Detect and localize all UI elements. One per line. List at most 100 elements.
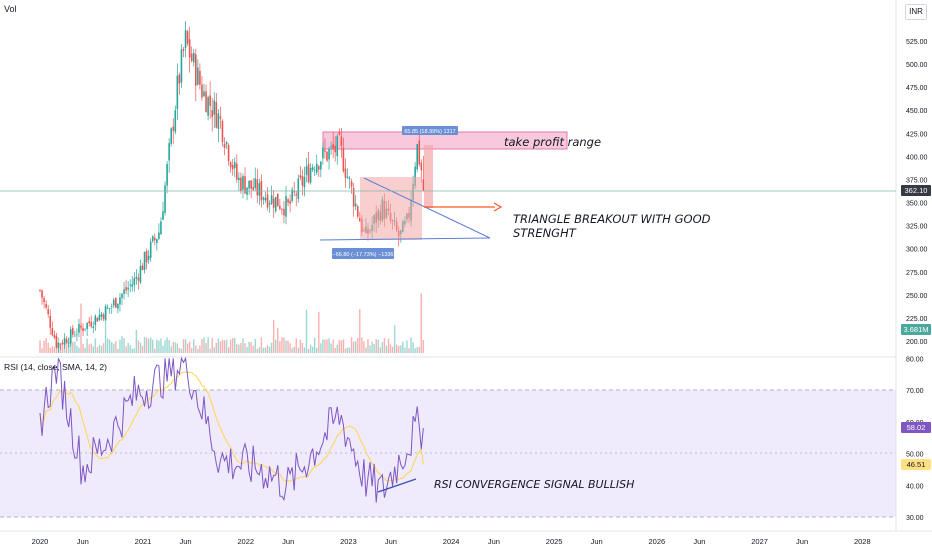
time-tick-label: 2022: [237, 537, 254, 546]
rsi-line: [39, 356, 424, 503]
volume-bar: [180, 348, 183, 353]
volume-bar: [346, 347, 349, 353]
currency-button[interactable]: INR: [905, 4, 927, 20]
measure-up-box[interactable]: [424, 145, 433, 208]
volume-bar: [74, 341, 76, 353]
price-tick-label: 525.00: [906, 39, 928, 46]
volume-bar: [324, 339, 326, 353]
time-tick-label: 2026: [649, 537, 666, 546]
volume-bar: [254, 338, 256, 353]
volume-bar: [379, 347, 381, 353]
candle-body: [262, 197, 265, 200]
volume-bar: [348, 347, 351, 353]
candle-body: [201, 84, 203, 98]
volume-bar: [234, 337, 236, 353]
candle-body: [342, 147, 345, 172]
measure-up-label-bg: [402, 126, 458, 135]
candle-body: [281, 209, 283, 210]
candle-body: [186, 31, 189, 44]
triangle-lower-trendline[interactable]: [319, 237, 491, 241]
volume-bar: [328, 338, 330, 353]
volume-label: Vol: [4, 4, 17, 14]
rsi-signal-annotation[interactable]: RSI CONVERGENCE SIGNAL BULLISH: [434, 478, 635, 491]
candle-body: [82, 328, 84, 331]
breakout-arrowhead: [493, 202, 503, 212]
volume-bar: [285, 340, 287, 353]
candle-body: [92, 326, 95, 328]
volume-bar: [170, 346, 172, 353]
volume-bar: [166, 337, 168, 353]
time-tick-label: Jun: [591, 537, 603, 546]
volume-bar: [404, 347, 406, 353]
volume-bar: [309, 344, 312, 353]
volume-bar: [246, 346, 248, 353]
candle-body: [268, 203, 271, 205]
volume-bar: [51, 346, 53, 353]
volume-bar: [352, 341, 355, 353]
candle-body: [322, 147, 324, 159]
volume-bar: [195, 345, 197, 353]
candle-body: [123, 289, 125, 294]
price-tick-label: 325.00: [906, 224, 928, 231]
volume-bar: [39, 340, 41, 353]
rsi-indicator-title[interactable]: RSI (14, close, SMA, 14, 2): [4, 362, 107, 372]
volume-bar: [359, 309, 361, 353]
volume-bar: [168, 340, 170, 353]
price-tick-label: 425.00: [906, 131, 928, 138]
volume-bar: [365, 347, 367, 353]
candle-body: [277, 193, 279, 207]
volume-bar: [160, 338, 162, 353]
candle-body: [133, 278, 136, 285]
candle-body: [43, 298, 45, 303]
price-tick-label: 225.00: [906, 316, 928, 323]
volume-bar: [88, 344, 90, 353]
volume-bar: [90, 343, 92, 353]
candle-body: [233, 161, 236, 168]
candle-body: [192, 52, 195, 63]
breakout-annotation-line1[interactable]: TRIANGLE BREAKOUT WITH GOOD: [513, 212, 711, 226]
volume-bar: [203, 337, 205, 353]
volume-bar: [129, 344, 131, 353]
volume-bar: [70, 341, 72, 353]
time-tick-label: 2024: [443, 537, 460, 546]
candle-body: [258, 183, 261, 196]
candle-body: [110, 306, 113, 307]
breakout-annotation-line2[interactable]: STRENGHT: [513, 226, 576, 240]
volume-bar: [248, 341, 250, 353]
candle-body: [178, 74, 181, 84]
candle-body: [420, 162, 423, 171]
volume-bar: [131, 348, 133, 353]
volume-bar: [211, 338, 213, 353]
candle-body: [137, 277, 140, 281]
candle-body: [102, 314, 105, 319]
candle-body: [94, 315, 97, 325]
price-tick-label: 450.00: [906, 108, 928, 115]
candle-body: [418, 140, 421, 165]
rsi-tick-label: 80.00: [906, 356, 924, 363]
volume-bar: [330, 343, 332, 353]
candle-body: [156, 239, 158, 244]
measure-down-box[interactable]: [360, 177, 422, 240]
volume-bar: [422, 340, 425, 353]
candle-body: [162, 211, 164, 220]
rsi-band-fill: [0, 390, 896, 517]
volume-bar: [332, 339, 334, 353]
candle-body: [88, 321, 90, 324]
volume-bar: [391, 346, 394, 353]
volume-bar: [350, 337, 353, 353]
candle-body: [338, 131, 341, 135]
volume-bar: [270, 342, 273, 353]
candle-body: [295, 194, 298, 196]
rsi-sma-line: [39, 371, 424, 483]
volume-bar: [178, 347, 181, 353]
candle-body: [115, 297, 117, 308]
triangle-upper-trendline[interactable]: [363, 177, 491, 239]
volume-bar: [371, 341, 373, 353]
take-profit-annotation[interactable]: take profit range: [504, 135, 602, 149]
time-tick-label: 2021: [135, 537, 152, 546]
rsi-convergence-line[interactable]: [377, 478, 417, 493]
candle-body: [326, 151, 328, 161]
candle-body: [76, 334, 78, 336]
candle-body: [231, 164, 234, 170]
